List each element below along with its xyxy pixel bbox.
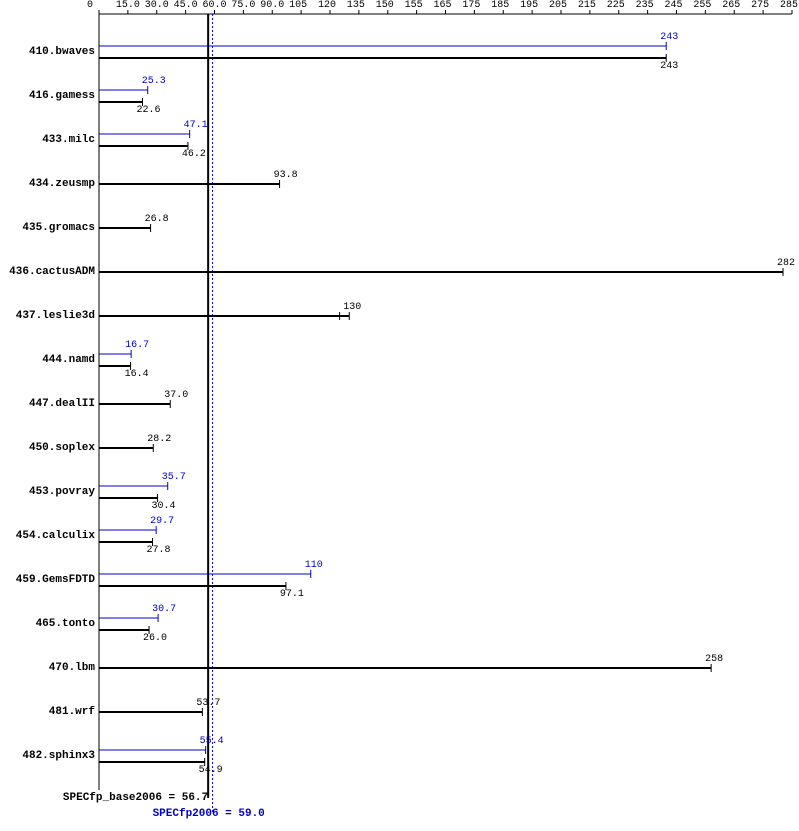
benchmark-label: 433.milc xyxy=(0,134,95,146)
axis-tick-label: 135 xyxy=(347,0,365,11)
axis-tick-label: 150 xyxy=(376,0,394,11)
base-value-label: 30.4 xyxy=(152,501,176,512)
base-value-label: 243 xyxy=(660,61,678,72)
base-value-label: 37.0 xyxy=(164,390,188,401)
base-value-label: 26.0 xyxy=(143,633,167,644)
axis-tick-label: 120 xyxy=(318,0,336,11)
peak-value-label: 55.4 xyxy=(200,736,224,747)
peak-value-label: 110 xyxy=(305,560,323,571)
benchmark-label: 410.bwaves xyxy=(0,46,95,58)
benchmark-label: 465.tonto xyxy=(0,618,95,630)
axis-tick-label: 215 xyxy=(578,0,596,11)
base-value-label: 26.8 xyxy=(145,214,169,225)
axis-tick-label: 90.0 xyxy=(260,0,284,11)
benchmark-label: 482.sphinx3 xyxy=(0,750,95,762)
benchmark-label: 450.soplex xyxy=(0,442,95,454)
benchmark-label: 444.namd xyxy=(0,354,95,366)
axis-tick-label: 255 xyxy=(693,0,711,11)
base-value-label: 28.2 xyxy=(147,434,171,445)
axis-tick-label: 15.0 xyxy=(116,0,140,11)
base-value-label: 54.9 xyxy=(199,765,223,776)
axis-tick-label: 165 xyxy=(434,0,452,11)
benchmark-label: 447.dealII xyxy=(0,398,95,410)
peak-value-label: 243 xyxy=(660,32,678,43)
benchmark-label: 434.zeusmp xyxy=(0,178,95,190)
benchmark-label: 437.leslie3d xyxy=(0,310,95,322)
base-value-label: 93.8 xyxy=(274,170,298,181)
axis-tick-label: 235 xyxy=(636,0,654,11)
benchmark-label: 470.lbm xyxy=(0,662,95,674)
base-value-label: 46.2 xyxy=(182,149,206,160)
axis-tick-label: 60.0 xyxy=(203,0,227,11)
axis-tick-label: 205 xyxy=(549,0,567,11)
base-value-label: 97.1 xyxy=(280,589,304,600)
base-value-label: 130 xyxy=(343,302,361,313)
axis-tick-label: 285 xyxy=(780,0,798,11)
axis-tick-label: 175 xyxy=(462,0,480,11)
axis-tick-label: 275 xyxy=(751,0,769,11)
axis-tick-label: 45.0 xyxy=(174,0,198,11)
benchmark-label: 453.povray xyxy=(0,486,95,498)
base-value-label: 27.8 xyxy=(147,545,171,556)
base-value-label: 258 xyxy=(705,654,723,665)
base-value-label: 282 xyxy=(777,258,795,269)
base-value-label: 16.4 xyxy=(125,369,149,380)
benchmark-label: 459.GemsFDTD xyxy=(0,574,95,586)
axis-tick-label: 155 xyxy=(405,0,423,11)
axis-tick-label: 75.0 xyxy=(231,0,255,11)
peak-value-label: 25.3 xyxy=(142,76,166,87)
base-value-label: 53.7 xyxy=(196,698,220,709)
axis-tick-label: 225 xyxy=(607,0,625,11)
spec-base-label: SPECfp_base2006 = 56.7 xyxy=(58,792,208,804)
benchmark-label: 454.calculix xyxy=(0,530,95,542)
peak-value-label: 30.7 xyxy=(152,604,176,615)
peak-value-label: 47.1 xyxy=(184,120,208,131)
spec-benchmark-chart: 0 15.0 30.0 45.0 60.0 75.0 90.0 105 120 135 150 155… xyxy=(0,0,799,831)
benchmark-label: 436.cactusADM xyxy=(0,266,95,278)
benchmark-label: 416.gamess xyxy=(0,90,95,102)
axis-tick-label: 265 xyxy=(722,0,740,11)
peak-value-label: 16.7 xyxy=(125,340,149,351)
base-value-label: 22.6 xyxy=(137,105,161,116)
axis-tick-label: 195 xyxy=(520,0,538,11)
axis-tick-label: 245 xyxy=(665,0,683,11)
benchmark-label: 435.gromacs xyxy=(0,222,95,234)
peak-value-label: 29.7 xyxy=(150,516,174,527)
benchmark-label: 481.wrf xyxy=(0,706,95,718)
axis-tick-label: 185 xyxy=(491,0,509,11)
axis-tick-label: 105 xyxy=(289,0,307,11)
spec-peak-label: SPECfp2006 = 59.0 xyxy=(153,808,265,820)
axis-tick-label: 30.0 xyxy=(145,0,169,11)
peak-value-label: 35.7 xyxy=(162,472,186,483)
axis-tick-label: 0 xyxy=(87,0,93,11)
chart-svg xyxy=(0,0,799,831)
